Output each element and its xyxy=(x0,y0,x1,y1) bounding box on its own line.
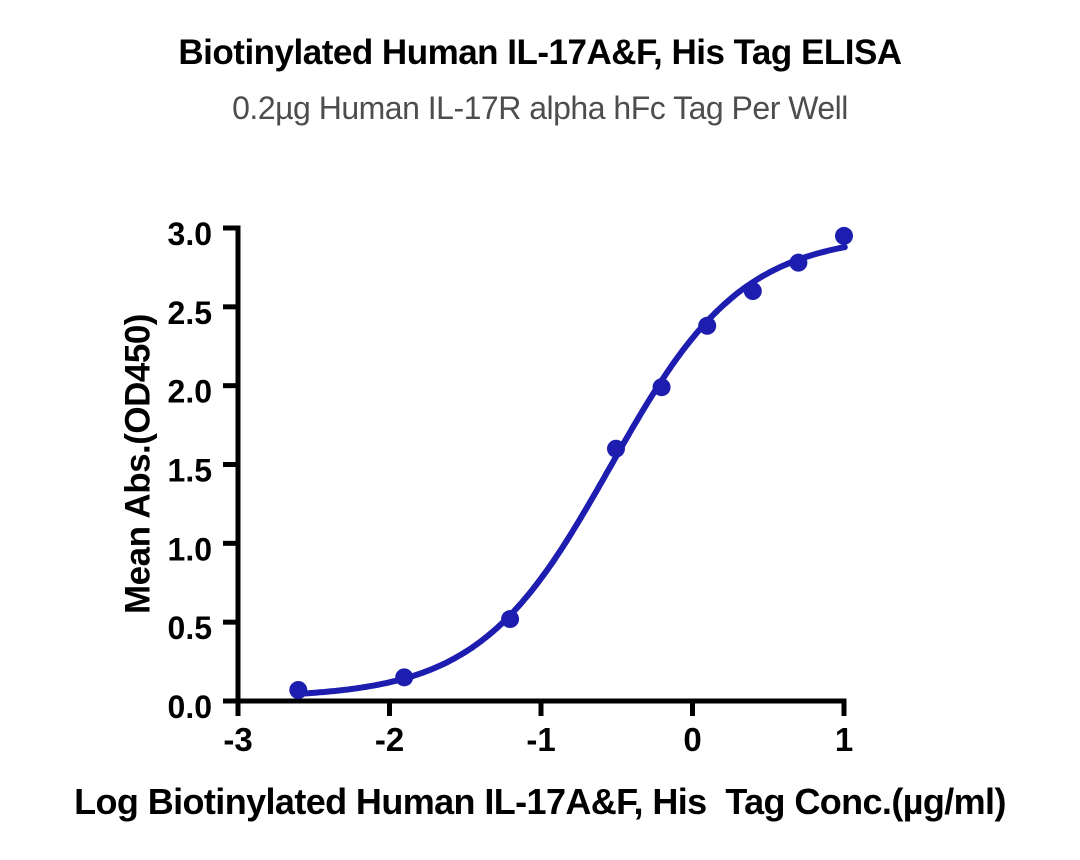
fit-curve xyxy=(294,244,848,697)
data-point xyxy=(835,226,853,245)
y-tick-label: 1.0 xyxy=(168,531,212,567)
y-tick-label: 1.5 xyxy=(168,452,212,488)
y-tick-label: 0.5 xyxy=(168,610,212,646)
y-tick-label: 2.0 xyxy=(168,374,212,410)
data-point xyxy=(606,439,625,458)
x-tick-label: -3 xyxy=(223,721,252,758)
x-tick-label: -2 xyxy=(375,721,404,758)
y-tick-label: 0.0 xyxy=(168,689,212,725)
x-tick-label: 0 xyxy=(683,721,701,758)
data-point xyxy=(698,316,717,335)
x-tick-label: 1 xyxy=(835,721,853,758)
x-axis-title: Log Biotinylated Human IL-17A&F, His Tag… xyxy=(74,781,1006,822)
data-point xyxy=(395,668,414,687)
y-tick-label: 3.0 xyxy=(168,216,212,252)
data-point xyxy=(652,378,671,397)
data-point xyxy=(789,253,808,272)
data-point xyxy=(289,680,308,699)
data-point xyxy=(501,610,520,629)
data-point xyxy=(743,282,762,301)
x-tick-label: -1 xyxy=(526,721,555,758)
y-tick-label: 2.5 xyxy=(168,295,212,331)
chart-subtitle: 0.2µg Human IL-17R alpha hFc Tag Per Wel… xyxy=(232,90,848,126)
chart-title: Biotinylated Human IL-17A&F, His Tag ELI… xyxy=(178,33,902,72)
